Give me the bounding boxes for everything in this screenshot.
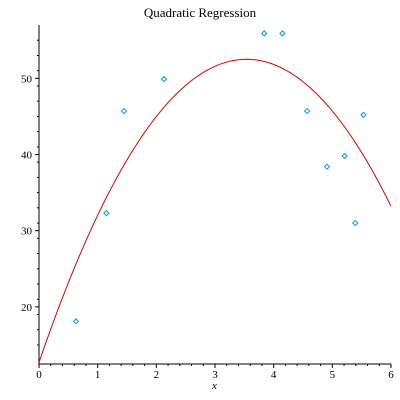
x-tick-label: 3 [212, 369, 218, 381]
data-point [261, 30, 268, 37]
x-tick-label: 0 [36, 369, 42, 381]
regression-curve [38, 58, 392, 363]
data-point [279, 30, 286, 37]
data-point [352, 219, 359, 227]
y-tick-label: 20 [21, 302, 33, 314]
data-point [72, 318, 80, 325]
data-point [323, 163, 331, 170]
chart-title: Quadratic Regression [144, 5, 257, 20]
y-tick-label: 50 [21, 73, 33, 85]
x-tick-label: 6 [388, 369, 394, 381]
data-point [303, 107, 311, 115]
x-tick-label: 1 [95, 369, 101, 381]
fit-curve-layer [38, 58, 392, 363]
x-axis-label: x [211, 380, 217, 392]
data-point [160, 75, 168, 83]
x-tick-label: 2 [154, 369, 160, 381]
axes: 0 1 2 3 4 5 6 20 30 40 50 [21, 25, 394, 381]
y-tick-label: 30 [21, 226, 33, 238]
x-tick-label: 4 [271, 369, 277, 381]
data-point [103, 209, 110, 217]
x-tick-label: 5 [330, 369, 336, 381]
y-tick-label: 40 [21, 150, 33, 162]
data-point [341, 152, 348, 160]
data-points-layer [72, 30, 367, 325]
data-point [360, 111, 367, 119]
data-point [120, 107, 128, 115]
